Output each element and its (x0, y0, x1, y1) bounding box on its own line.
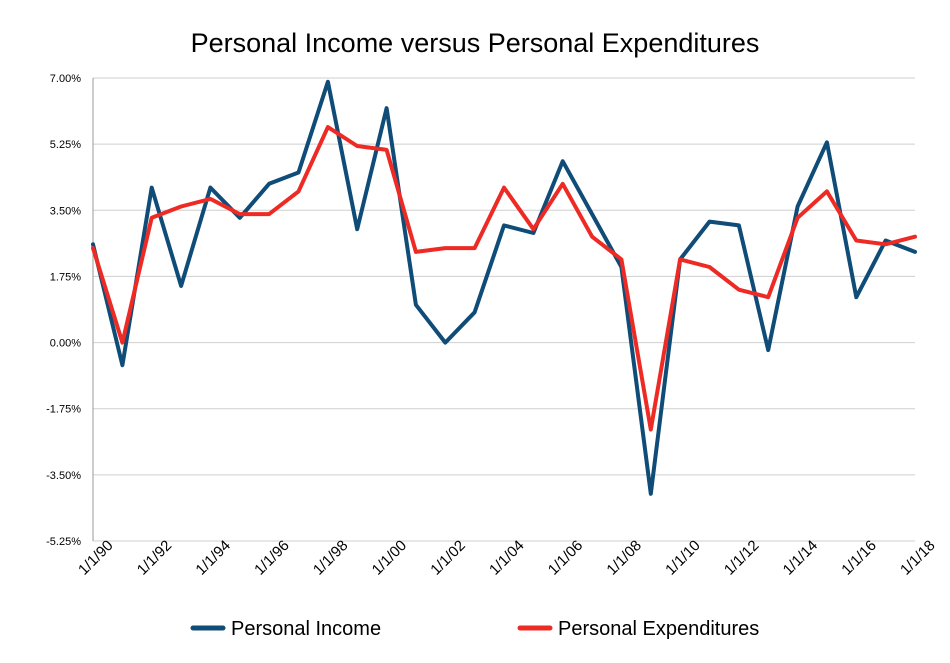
x-tick-label: 1/1/16 (838, 537, 880, 579)
x-tick: 1/1/04 (486, 537, 528, 579)
x-tick-label: 1/1/96 (251, 537, 293, 579)
x-tick-label: 1/1/00 (369, 537, 411, 579)
x-tick-label: 1/1/94 (192, 537, 234, 579)
x-tick-label: 1/1/90 (75, 537, 117, 579)
y-tick-label: 7.00% (50, 73, 81, 85)
x-tick-label: 1/1/06 (545, 537, 587, 579)
x-tick: 1/1/18 (897, 537, 939, 579)
x-tick: 1/1/16 (838, 537, 880, 579)
x-tick: 1/1/06 (545, 537, 587, 579)
y-tick-label: 1.75% (50, 271, 81, 283)
x-tick-label: 1/1/18 (897, 537, 939, 579)
x-tick-label: 1/1/10 (662, 537, 704, 579)
x-tick: 1/1/02 (427, 537, 469, 579)
x-tick: 1/1/00 (369, 537, 411, 579)
x-tick-label: 1/1/12 (721, 537, 763, 579)
series-line-personal-income (91, 79, 917, 496)
y-tick-label: 0.00% (50, 338, 81, 350)
series-line-personal-expenditures (91, 125, 917, 432)
y-tick-label: -5.25% (46, 536, 81, 548)
legend-label: Personal Income (231, 618, 381, 640)
x-tick-label: 1/1/92 (134, 537, 176, 579)
grid (92, 77, 915, 542)
x-tick-label: 1/1/98 (310, 537, 352, 579)
x-tick: 1/1/08 (603, 537, 645, 579)
x-tick: 1/1/90 (75, 537, 117, 579)
x-tick-label: 1/1/02 (427, 537, 469, 579)
x-tick: 1/1/92 (134, 537, 176, 579)
legend: Personal Income Personal Expenditures (190, 618, 759, 640)
y-tick-label: 3.50% (50, 205, 81, 217)
x-tick-label: 1/1/08 (603, 537, 645, 579)
x-tick-label: 1/1/14 (780, 537, 822, 579)
x-tick: 1/1/94 (192, 537, 234, 579)
chart-title: Personal Income versus Personal Expendit… (191, 28, 760, 58)
x-tick: 1/1/98 (310, 537, 352, 579)
y-tick-label: 5.25% (50, 139, 81, 151)
y-tick-label: -1.75% (46, 404, 81, 416)
x-axis: 1/1/90 1/1/92 1/1/94 1/1/96 1/1/98 1/1/00 1/1/… (75, 537, 939, 579)
x-tick-label: 1/1/04 (486, 537, 528, 579)
legend-label: Personal Expenditures (558, 618, 759, 640)
x-tick: 1/1/12 (721, 537, 763, 579)
x-tick: 1/1/10 (662, 537, 704, 579)
y-tick-label: -3.50% (46, 470, 81, 482)
x-tick: 1/1/96 (251, 537, 293, 579)
y-axis: 7.00% 5.25% 3.50% 1.75% 0.00% -1.75% -3.50% -5.… (46, 73, 81, 548)
plot-area (91, 79, 917, 496)
x-tick: 1/1/14 (780, 537, 822, 579)
